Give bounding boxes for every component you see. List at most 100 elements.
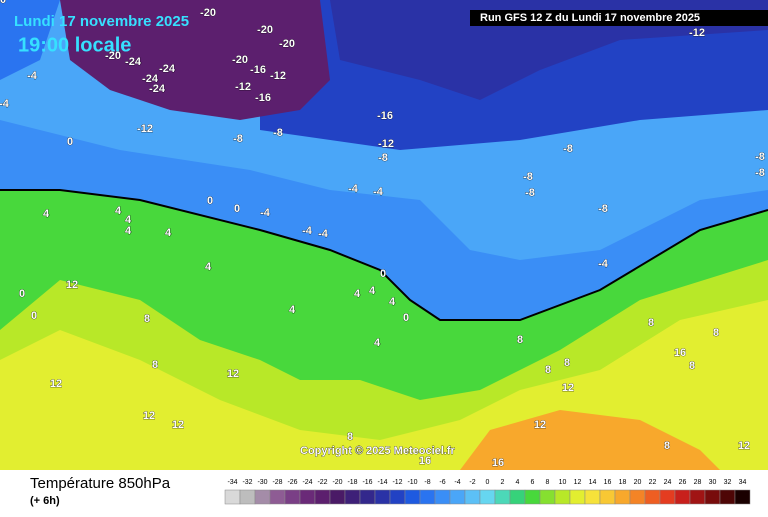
contour-label: 8 bbox=[144, 313, 150, 325]
scale-label: 4 bbox=[516, 479, 520, 486]
scale-swatch bbox=[344, 489, 361, 505]
scale-label: -28 bbox=[272, 479, 282, 486]
scale-label: -30 bbox=[257, 479, 267, 486]
contour-label: -4 bbox=[0, 98, 10, 110]
contour-label: -8 bbox=[755, 167, 765, 179]
footer-step: (+ 6h) bbox=[30, 495, 60, 507]
scale-label: -4 bbox=[454, 479, 460, 486]
footer-title: Température 850hPa bbox=[30, 475, 171, 492]
scale-label: 2 bbox=[501, 479, 505, 486]
contour-label: 16 bbox=[419, 455, 431, 467]
scale-label: -22 bbox=[317, 479, 327, 486]
contour-label: -8 bbox=[273, 127, 283, 139]
contour-label: 4 bbox=[354, 288, 361, 300]
scale-swatch bbox=[554, 489, 571, 505]
contour-label: 0 bbox=[403, 312, 409, 324]
scale-swatch bbox=[224, 489, 241, 505]
scale-label: 0 bbox=[486, 479, 490, 486]
scale-swatch bbox=[644, 489, 661, 505]
scale-swatch bbox=[494, 489, 511, 505]
contour-label: -20 bbox=[257, 24, 273, 36]
contour-label: -12 bbox=[689, 27, 705, 39]
contour-label: 4 bbox=[389, 296, 396, 308]
scale-label: 26 bbox=[679, 479, 687, 486]
scale-label: 18 bbox=[619, 479, 627, 486]
contour-label: 4 bbox=[43, 208, 50, 220]
contour-label: -4 bbox=[260, 207, 271, 219]
scale-label: 14 bbox=[589, 479, 597, 486]
scale-swatch bbox=[659, 489, 676, 505]
contour-label: 16 bbox=[674, 347, 686, 359]
scale-swatch bbox=[734, 489, 751, 505]
contour-label: -8 bbox=[233, 133, 243, 145]
contour-label: 4 bbox=[205, 261, 212, 273]
contour-label: 12 bbox=[562, 382, 574, 394]
scale-swatch bbox=[374, 489, 391, 505]
contour-label: 12 bbox=[172, 419, 184, 431]
contour-label: 8 bbox=[648, 317, 654, 329]
scale-label: 24 bbox=[664, 479, 672, 486]
contour-label: 8 bbox=[713, 327, 719, 339]
scale-swatch bbox=[584, 489, 601, 505]
contour-label: -4 bbox=[373, 186, 384, 198]
scale-swatch bbox=[434, 489, 451, 505]
scale-swatch bbox=[419, 489, 436, 505]
contour-label: -16 bbox=[377, 110, 393, 122]
contour-label: -12 bbox=[270, 70, 286, 82]
contour-label: -4 bbox=[348, 183, 359, 195]
scale-label: 10 bbox=[559, 479, 567, 486]
contour-label: 4 bbox=[125, 225, 132, 237]
contour-label: 4 bbox=[289, 304, 296, 316]
scale-label: 28 bbox=[694, 479, 702, 486]
scale-swatch bbox=[524, 489, 541, 505]
scale-swatch bbox=[269, 489, 286, 505]
contour-label: 20 bbox=[0, 0, 6, 6]
scale-swatch bbox=[614, 489, 631, 505]
contour-label: 8 bbox=[664, 440, 670, 452]
contour-label: -16 bbox=[250, 64, 266, 76]
scale-label: 16 bbox=[604, 479, 612, 486]
scale-swatch bbox=[539, 489, 556, 505]
contour-label: 0 bbox=[207, 195, 213, 207]
contour-label: -4 bbox=[598, 258, 609, 270]
scale-swatch bbox=[629, 489, 646, 505]
contour-label: -20 bbox=[200, 7, 216, 19]
scale-label: 6 bbox=[531, 479, 535, 486]
scale-label: 22 bbox=[649, 479, 657, 486]
contour-label: -8 bbox=[598, 203, 608, 215]
contour-label: 4 bbox=[165, 227, 172, 239]
contour-label: 0 bbox=[380, 268, 386, 280]
scale-swatch bbox=[479, 489, 496, 505]
scale-label: -24 bbox=[302, 479, 312, 486]
scale-swatch bbox=[329, 489, 346, 505]
contour-label: 12 bbox=[143, 410, 155, 422]
scale-label: 30 bbox=[709, 479, 717, 486]
contour-label: 4 bbox=[374, 337, 381, 349]
map-time: 19:00 locale bbox=[18, 34, 131, 56]
scale-swatch bbox=[299, 489, 316, 505]
contour-label: 8 bbox=[347, 431, 353, 443]
contour-label: 8 bbox=[152, 359, 158, 371]
contour-label: 8 bbox=[689, 360, 695, 372]
scale-label: -12 bbox=[392, 479, 402, 486]
map-date: Lundi 17 novembre 2025 bbox=[14, 13, 189, 30]
scale-swatch bbox=[704, 489, 721, 505]
contour-label: -20 bbox=[232, 54, 248, 66]
contour-label: -24 bbox=[159, 63, 176, 75]
contour-label: -4 bbox=[27, 70, 38, 82]
scale-swatch bbox=[404, 489, 421, 505]
contour-label: -12 bbox=[137, 123, 153, 135]
scale-swatch bbox=[689, 489, 706, 505]
scale-swatch bbox=[254, 489, 271, 505]
contour-label: -24 bbox=[149, 83, 166, 95]
contour-label: -8 bbox=[523, 171, 533, 183]
contour-label: 12 bbox=[534, 419, 546, 431]
scale-swatch bbox=[239, 489, 256, 505]
contour-label: 0 bbox=[19, 288, 25, 300]
scale-label: 20 bbox=[634, 479, 642, 486]
contour-label: -16 bbox=[255, 92, 271, 104]
scale-swatch bbox=[314, 489, 331, 505]
scale-swatch bbox=[464, 489, 481, 505]
